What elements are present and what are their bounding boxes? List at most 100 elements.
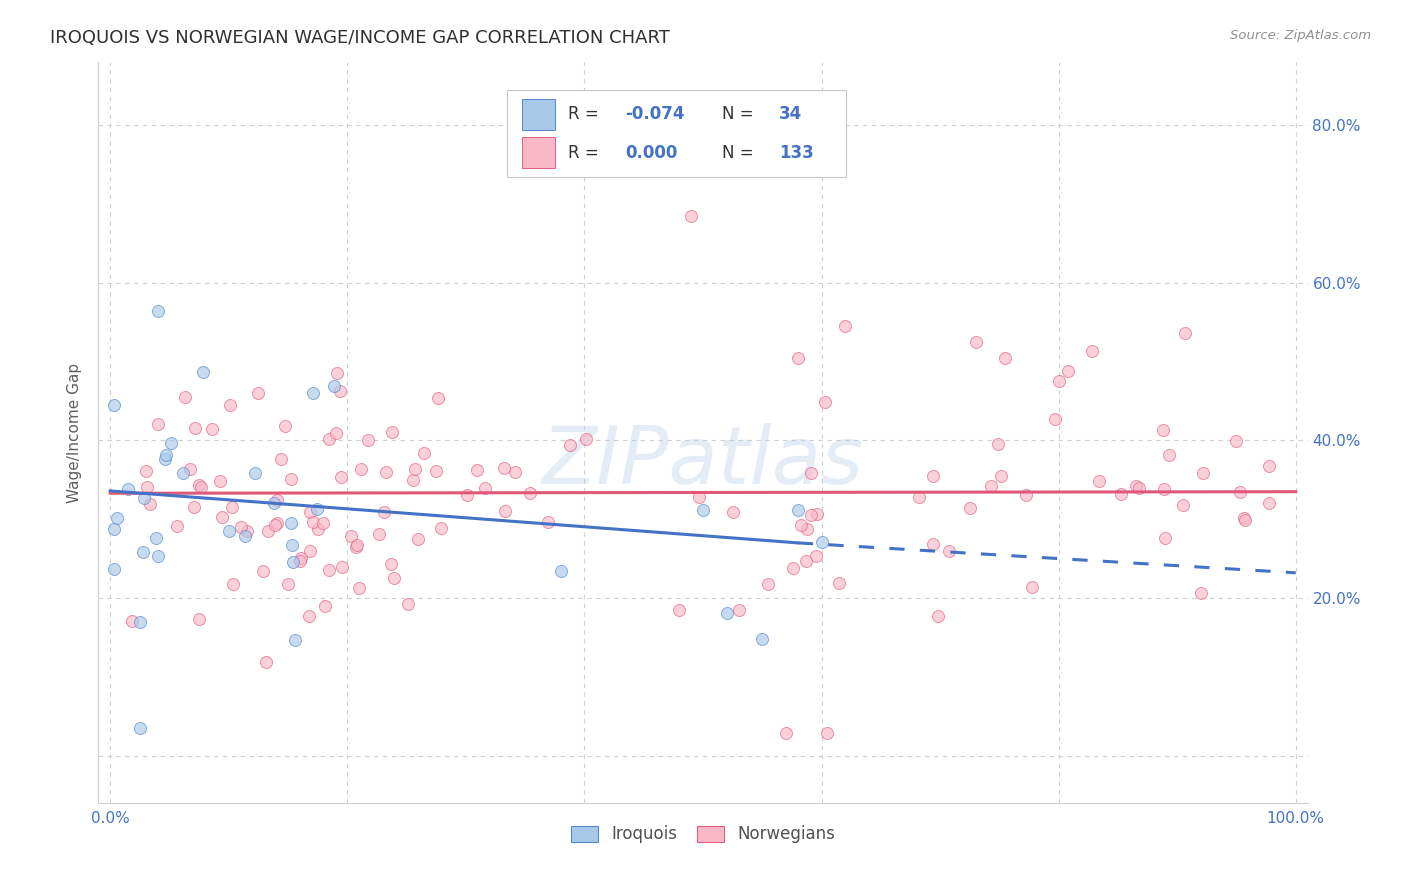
- Point: [266, 516, 288, 530]
- Point: [494, 461, 516, 475]
- Text: IROQUOIS VS NORWEGIAN WAGE/INCOME GAP CORRELATION CHART: IROQUOIS VS NORWEGIAN WAGE/INCOME GAP CO…: [51, 29, 669, 47]
- Point: [1057, 364, 1080, 378]
- Point: [1152, 423, 1174, 437]
- Point: [121, 614, 143, 628]
- Legend: Iroquois, Norwegians: Iroquois, Norwegians: [564, 819, 842, 850]
- Point: [103, 522, 125, 536]
- Point: [263, 495, 285, 509]
- Point: [817, 726, 839, 740]
- Point: [790, 518, 813, 533]
- Point: [406, 532, 429, 546]
- Text: R =: R =: [568, 144, 603, 162]
- Point: [155, 449, 177, 463]
- Point: [329, 384, 352, 399]
- Text: R =: R =: [568, 105, 603, 123]
- Point: [474, 481, 496, 495]
- Point: [179, 462, 201, 476]
- Point: [959, 500, 981, 515]
- Point: [146, 303, 169, 318]
- Point: [727, 603, 749, 617]
- Point: [135, 479, 157, 493]
- Point: [796, 522, 818, 536]
- Point: [340, 529, 363, 543]
- Point: [380, 557, 402, 571]
- Text: 34: 34: [779, 105, 803, 123]
- Point: [1173, 498, 1195, 512]
- Point: [834, 319, 856, 334]
- Text: 133: 133: [779, 144, 814, 162]
- Point: [1047, 375, 1070, 389]
- Point: [129, 615, 152, 629]
- Point: [187, 612, 209, 626]
- Point: [264, 517, 287, 532]
- Point: [330, 470, 353, 484]
- Point: [172, 466, 194, 480]
- Point: [153, 452, 176, 467]
- Point: [806, 507, 828, 521]
- Point: [307, 522, 329, 536]
- Point: [575, 433, 598, 447]
- Point: [668, 603, 690, 617]
- Point: [252, 565, 274, 579]
- Point: [800, 466, 823, 480]
- Point: [346, 538, 368, 552]
- Point: [188, 478, 211, 492]
- Point: [1015, 488, 1038, 502]
- FancyBboxPatch shape: [508, 90, 845, 178]
- Point: [806, 549, 828, 564]
- Point: [357, 433, 380, 447]
- Point: [254, 655, 277, 669]
- Point: [280, 516, 302, 530]
- Point: [938, 544, 960, 558]
- FancyBboxPatch shape: [522, 99, 555, 130]
- Point: [1157, 448, 1180, 462]
- Point: [134, 491, 156, 505]
- Point: [266, 492, 288, 507]
- Point: [105, 511, 128, 525]
- Text: N =: N =: [723, 144, 759, 162]
- Point: [330, 559, 353, 574]
- Point: [430, 521, 453, 535]
- Point: [281, 538, 304, 552]
- Point: [782, 561, 804, 575]
- Point: [775, 726, 797, 740]
- Point: [426, 391, 449, 405]
- Point: [281, 555, 304, 569]
- Point: [1189, 585, 1212, 599]
- Y-axis label: Wage/Income Gap: Wage/Income Gap: [67, 362, 83, 503]
- Point: [221, 500, 243, 514]
- Point: [558, 438, 581, 452]
- Point: [1153, 482, 1175, 496]
- Point: [374, 465, 396, 479]
- Point: [284, 633, 307, 648]
- Point: [373, 505, 395, 519]
- Point: [273, 418, 295, 433]
- Point: [103, 561, 125, 575]
- Point: [1258, 459, 1281, 474]
- Point: [723, 505, 745, 519]
- Point: [193, 365, 215, 379]
- Point: [257, 524, 280, 539]
- Point: [519, 486, 541, 500]
- Point: [751, 632, 773, 647]
- Point: [1081, 344, 1104, 359]
- Point: [465, 463, 488, 477]
- Point: [456, 488, 478, 502]
- Point: [236, 524, 259, 539]
- Point: [218, 524, 240, 538]
- Point: [344, 540, 367, 554]
- Point: [907, 490, 929, 504]
- Point: [190, 480, 212, 494]
- Point: [987, 437, 1010, 451]
- Point: [318, 433, 340, 447]
- Point: [290, 554, 312, 568]
- Point: [201, 422, 224, 436]
- Point: [1109, 487, 1132, 501]
- Point: [1192, 467, 1215, 481]
- Point: [367, 527, 389, 541]
- Point: [277, 577, 299, 591]
- Point: [184, 420, 207, 434]
- Point: [222, 576, 245, 591]
- Point: [827, 576, 849, 591]
- Point: [139, 498, 162, 512]
